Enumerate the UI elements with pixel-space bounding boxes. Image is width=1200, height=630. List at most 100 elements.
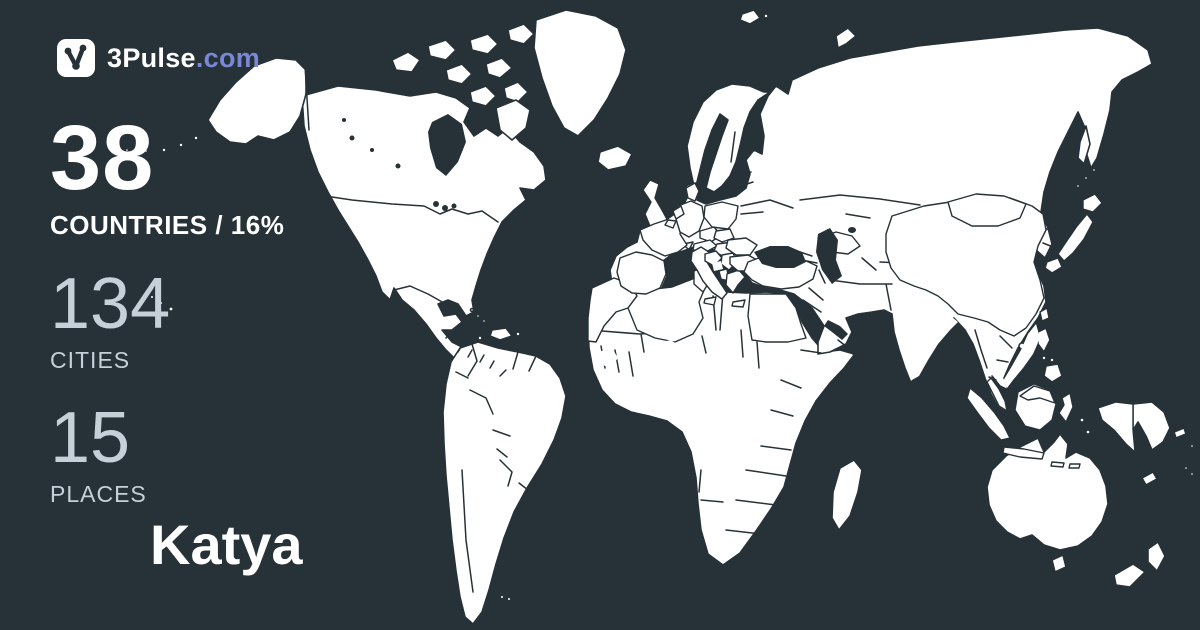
countries-label: COUNTRIES / 16% <box>50 210 285 240</box>
countries-count: 38 <box>50 107 155 209</box>
landmass <box>485 57 513 79</box>
landmass <box>1077 125 1091 165</box>
island-speck <box>1049 357 1055 363</box>
landmass <box>495 99 531 141</box>
country-india[interactable] <box>894 304 958 380</box>
island-speck <box>149 294 155 300</box>
landmass <box>1051 554 1067 573</box>
landmass <box>1173 427 1187 439</box>
black-sea <box>754 246 806 268</box>
country-egypt[interactable] <box>747 293 807 343</box>
great-lake <box>442 205 448 211</box>
visited-countries-layer <box>587 179 1136 469</box>
landmass <box>207 57 307 145</box>
island-speck <box>1091 167 1097 173</box>
lake <box>370 148 374 152</box>
country-netherlands[interactable] <box>672 205 685 220</box>
caspian-sea <box>816 228 842 284</box>
landmass <box>1037 327 1051 353</box>
hudson-bay <box>428 114 466 176</box>
country-poland[interactable] <box>703 201 739 230</box>
brand-logo[interactable]: 3Pulse.com <box>56 38 260 78</box>
landmass <box>1141 471 1158 486</box>
landmass <box>507 23 535 45</box>
country-malaysia[interactable] <box>986 377 1056 412</box>
country-italy[interactable] <box>690 246 728 306</box>
landmass <box>445 63 473 85</box>
stats-block: 38 COUNTRIES / 16% 134 CITIES 15 PLACES <box>50 112 284 506</box>
island-speck <box>515 331 521 337</box>
persian-gulf <box>824 320 848 340</box>
island-speck <box>506 596 512 602</box>
country-guinea[interactable] <box>598 348 618 368</box>
country-west-papua[interactable] <box>1097 401 1136 453</box>
landmass <box>831 459 863 531</box>
landmass <box>1147 541 1166 572</box>
landmass <box>533 9 627 137</box>
landmass <box>986 433 1109 551</box>
country-japan[interactable] <box>1044 193 1103 274</box>
places-count: 15 <box>50 398 131 478</box>
hole-countries-layer <box>598 261 1040 398</box>
island-speck <box>168 305 175 312</box>
island-speck <box>1183 465 1189 471</box>
great-lake <box>433 201 439 207</box>
landmass <box>391 51 421 73</box>
landmass <box>469 33 499 55</box>
country-somalia[interactable] <box>810 351 853 398</box>
aral-sea <box>848 227 856 233</box>
island-speck <box>124 147 130 153</box>
island-speck <box>481 318 487 324</box>
landmass <box>1132 401 1171 451</box>
island-speck <box>193 135 199 141</box>
water-layer <box>342 114 856 340</box>
lake <box>349 135 355 141</box>
island-speck <box>158 300 164 306</box>
user-name: Katya <box>150 513 303 576</box>
island-speck <box>469 307 475 313</box>
cities-count: 134 <box>50 264 171 344</box>
landmass <box>503 81 529 103</box>
island-speck <box>178 142 184 148</box>
island-speck <box>499 594 505 600</box>
brand-tld: .com <box>195 42 261 73</box>
great-lake <box>451 203 457 209</box>
landmass <box>835 27 857 49</box>
brand-logo-icon <box>57 39 95 77</box>
landmass <box>1113 563 1146 588</box>
country-spain[interactable] <box>616 251 667 295</box>
island-speck <box>143 148 149 154</box>
island-speck <box>477 335 483 341</box>
country-nigeria[interactable] <box>648 340 682 372</box>
country-bosnia[interactable] <box>712 261 723 271</box>
country-taiwan[interactable] <box>1039 307 1050 322</box>
brand-name: 3Pulse.com <box>107 42 261 73</box>
country-mongolia[interactable] <box>947 193 1027 227</box>
landmass <box>739 9 761 25</box>
landmass <box>442 341 567 625</box>
country-vietnam[interactable] <box>1003 324 1040 388</box>
landmass <box>1043 363 1063 383</box>
landmass <box>489 327 513 341</box>
island-speck <box>161 147 167 153</box>
country-denmark[interactable] <box>685 182 700 202</box>
lake <box>342 118 346 122</box>
landmass <box>469 85 497 107</box>
cities-label: CITIES <box>50 347 131 373</box>
landmass <box>427 39 457 61</box>
lake <box>395 163 401 169</box>
landmass <box>686 83 771 193</box>
country-romania[interactable] <box>725 237 758 256</box>
country-belgium[interactable] <box>664 219 677 229</box>
island-speck <box>475 313 481 319</box>
island-speck <box>1075 183 1081 189</box>
island-speck <box>1189 471 1195 477</box>
island-speck <box>1083 175 1089 181</box>
landmass <box>597 145 633 171</box>
island-speck <box>763 13 769 19</box>
island-speck <box>1041 355 1047 361</box>
places-label: PLACES <box>50 481 147 507</box>
island-speck <box>1189 443 1195 449</box>
